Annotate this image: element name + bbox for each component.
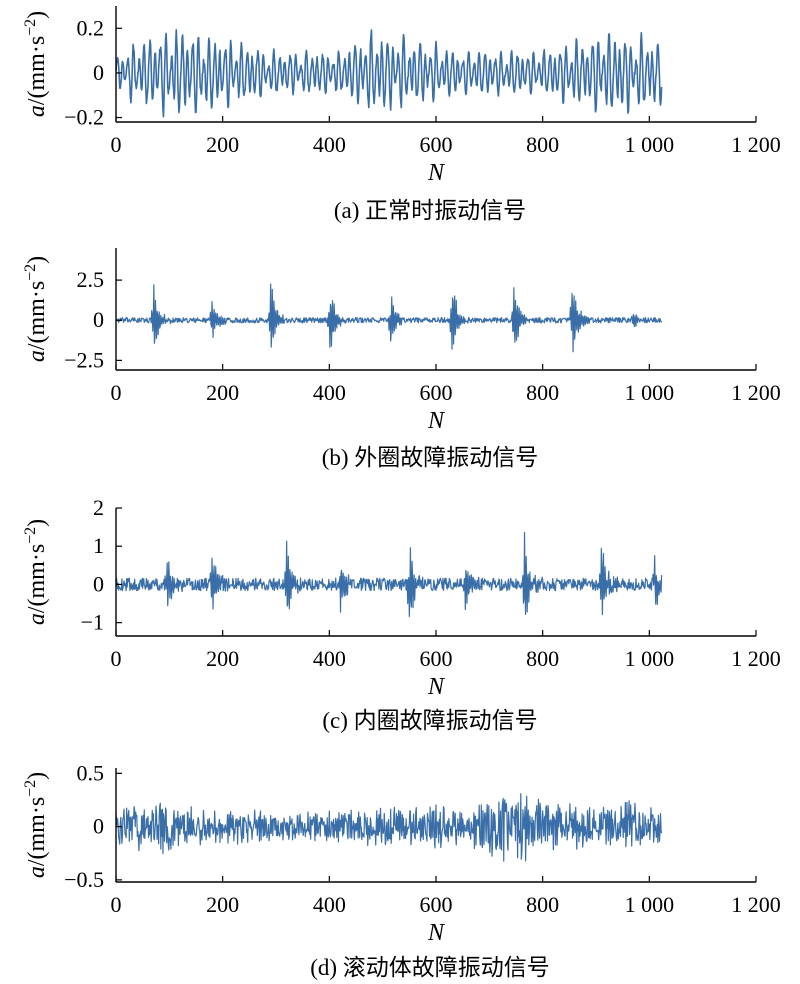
series-line — [115, 283, 663, 353]
y-tick-label: −2.5 — [64, 347, 104, 372]
x-tick-label: 600 — [420, 892, 453, 917]
panel-caption: (b) 外圈故障振动信号 — [322, 445, 539, 470]
x-tick-label: 1 000 — [625, 646, 675, 671]
series-line — [115, 28, 663, 118]
x-tick-label: 800 — [526, 380, 559, 405]
x-tick-label: 800 — [526, 646, 559, 671]
x-axis-label: N — [427, 920, 446, 946]
y-axis-label: a/(mm·s−2) — [22, 772, 50, 878]
x-tick-label: 0 — [111, 132, 122, 157]
x-tick-label: 400 — [313, 380, 346, 405]
x-tick-label: 1 000 — [625, 132, 675, 157]
x-tick-label: 600 — [420, 380, 453, 405]
x-tick-label: 600 — [420, 132, 453, 157]
x-tick-label: 800 — [526, 892, 559, 917]
x-axis-label: N — [427, 674, 446, 700]
y-tick-label: 2 — [93, 495, 104, 520]
x-tick-label: 1 200 — [731, 646, 781, 671]
y-axis-label: a/(mm·s−2) — [22, 256, 50, 362]
x-tick-label: 200 — [206, 380, 239, 405]
panel-caption: (d) 滚动体故障振动信号 — [310, 955, 550, 980]
y-tick-label: 0.5 — [77, 760, 105, 785]
y-tick-label: −1 — [81, 610, 104, 635]
x-tick-label: 1 200 — [731, 380, 781, 405]
y-tick-label: 0 — [93, 60, 104, 85]
x-tick-label: 400 — [313, 646, 346, 671]
x-tick-label: 800 — [526, 132, 559, 157]
x-axis-label: N — [427, 408, 446, 434]
y-tick-label: 0 — [93, 814, 104, 839]
x-tick-label: 0 — [111, 380, 122, 405]
x-tick-label: 400 — [313, 132, 346, 157]
series-line — [115, 531, 663, 618]
x-tick-label: 1 200 — [731, 132, 781, 157]
x-tick-label: 200 — [206, 132, 239, 157]
y-tick-label: 0.2 — [77, 15, 105, 40]
y-tick-label: 0 — [93, 307, 104, 332]
x-tick-label: 0 — [111, 892, 122, 917]
x-tick-label: 600 — [420, 646, 453, 671]
x-tick-label: 1 200 — [731, 892, 781, 917]
y-tick-label: −0.5 — [64, 867, 104, 892]
y-axis-label: a/(mm·s−2) — [22, 11, 50, 117]
y-axis-label: a/(mm·s−2) — [22, 519, 50, 625]
panel-b: 0 200 400 600 800 1 000 1 200 −2.5 0 2.5 Na/(mm·s−… — [22, 248, 781, 470]
y-tick-label: −0.2 — [64, 105, 104, 130]
panel-caption: (a) 正常时振动信号 — [334, 198, 526, 223]
x-tick-label: 1 000 — [625, 380, 675, 405]
y-tick-label: 0 — [93, 571, 104, 596]
panel-caption: (c) 内圈故障振动信号 — [322, 708, 537, 733]
x-tick-label: 200 — [206, 892, 239, 917]
series-line — [115, 793, 663, 862]
panel-c: 0 200 400 600 800 1 000 1 200 −1 0 1 2 Na/(mm·s−2) (… — [22, 495, 781, 733]
x-axis-label: N — [427, 160, 446, 186]
panel-d: 0 200 400 600 800 1 000 1 200 −0.5 0 0.5 Na/(mm·s−… — [22, 760, 781, 980]
x-tick-label: 400 — [313, 892, 346, 917]
x-tick-label: 1 000 — [625, 892, 675, 917]
x-tick-label: 200 — [206, 646, 239, 671]
y-tick-label: 2.5 — [77, 267, 105, 292]
panel-a: 0 200 400 600 800 1 000 1 200 −0.2 0 0.2 Na/(mm·s−… — [22, 6, 781, 223]
x-tick-label: 0 — [111, 646, 122, 671]
y-tick-label: 1 — [93, 533, 104, 558]
